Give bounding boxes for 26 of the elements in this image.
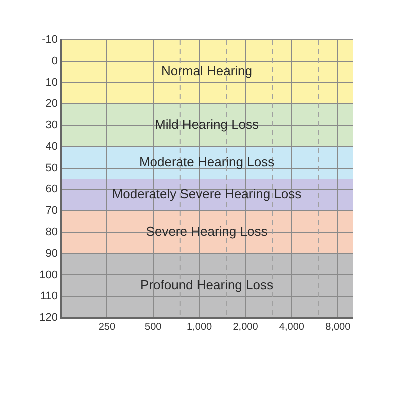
band-label: Severe Hearing Loss — [146, 224, 268, 240]
y-tick-label: 20 — [46, 98, 58, 110]
band-label: Normal Hearing — [161, 64, 253, 79]
band-label: Moderately Severe Hearing Loss — [112, 186, 302, 202]
y-tick-label: 70 — [46, 205, 58, 218]
y-tick-label: -10 — [42, 34, 58, 46]
y-tick-label: 50 — [46, 162, 58, 174]
y-tick-label: 110 — [40, 290, 58, 303]
x-tick-label: 1,000 — [187, 322, 213, 333]
x-tick-label: 250 — [98, 322, 116, 333]
band-label: Moderate Hearing Loss — [139, 154, 276, 170]
y-tick-label: 30 — [46, 120, 58, 132]
y-tick-label: 60 — [46, 184, 58, 196]
y-tick-label: 40 — [46, 140, 58, 153]
x-tick-label: 4,000 — [279, 322, 305, 333]
y-tick-label: 0 — [52, 55, 58, 68]
x-tick-label: 2,000 — [233, 322, 259, 333]
y-tick-label: 10 — [46, 76, 58, 89]
band-label: Mild Hearing Loss — [154, 117, 260, 132]
x-tick-label: 500 — [145, 322, 162, 333]
band-label: Profound Hearing Loss — [140, 278, 274, 292]
x-tick-label: 8,000 — [326, 322, 352, 333]
y-tick-label: 120 — [40, 312, 58, 324]
y-tick-label: 90 — [46, 248, 58, 260]
y-tick-label: 100 — [40, 269, 58, 282]
y-tick-label: 80 — [46, 226, 58, 238]
